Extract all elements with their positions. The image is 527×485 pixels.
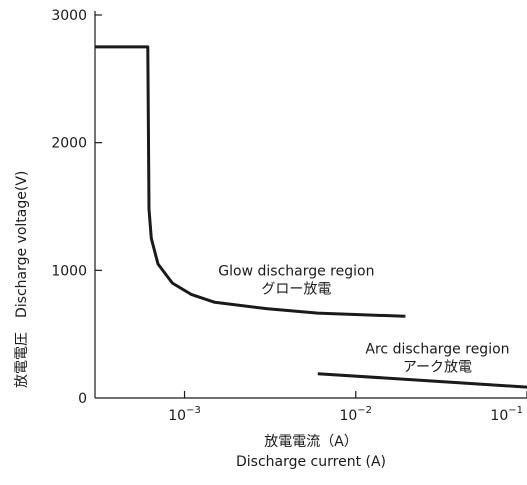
x-axis-label-en: Discharge current (A) bbox=[236, 454, 386, 470]
y-axis-label-en: Discharge voltage(V) bbox=[14, 171, 30, 318]
x-tick-exponent: −1 bbox=[508, 405, 523, 416]
x-tick-label: 10−1 bbox=[490, 405, 523, 424]
annotation-layer: Glow discharge region グロー放電 Arc discharge … bbox=[218, 263, 509, 375]
x-tick-label: 10−3 bbox=[168, 405, 201, 424]
x-axis-label-ja: 放電電流（A） bbox=[264, 434, 358, 450]
glow-region-label-en: Glow discharge region bbox=[218, 263, 374, 279]
arc-region-label-ja: アーク放電 bbox=[403, 359, 472, 375]
x-tick-base: 10 bbox=[490, 408, 508, 424]
y-tick-label: 1000 bbox=[51, 263, 87, 279]
x-tick-exponent: −3 bbox=[186, 405, 201, 416]
x-tick-base: 10 bbox=[168, 408, 186, 424]
y-axis-label-ja: 放電電圧 bbox=[14, 332, 30, 388]
arc-region-label-en: Arc discharge region bbox=[365, 341, 509, 357]
x-tick-label: 10−2 bbox=[339, 405, 372, 424]
arc-discharge-curve bbox=[317, 372, 527, 389]
glow-region-label-ja: グロー放電 bbox=[261, 281, 331, 297]
x-axis-ticks: 10−3 10−2 10−1 bbox=[168, 391, 527, 424]
x-tick-exponent: −2 bbox=[357, 405, 372, 416]
y-axis-ticks: 0 1000 2000 3000 bbox=[51, 8, 102, 407]
glow-discharge-curve bbox=[95, 45, 406, 318]
y-tick-label: 3000 bbox=[51, 8, 87, 24]
y-tick-label: 2000 bbox=[51, 136, 87, 152]
y-axis-label-text: 放電電圧 Discharge voltage(V) bbox=[14, 171, 30, 388]
y-axis-label: 放電電圧 Discharge voltage(V) bbox=[14, 171, 30, 388]
series-layer bbox=[95, 45, 527, 389]
y-tick-label: 0 bbox=[78, 391, 87, 407]
x-tick-base: 10 bbox=[339, 408, 357, 424]
